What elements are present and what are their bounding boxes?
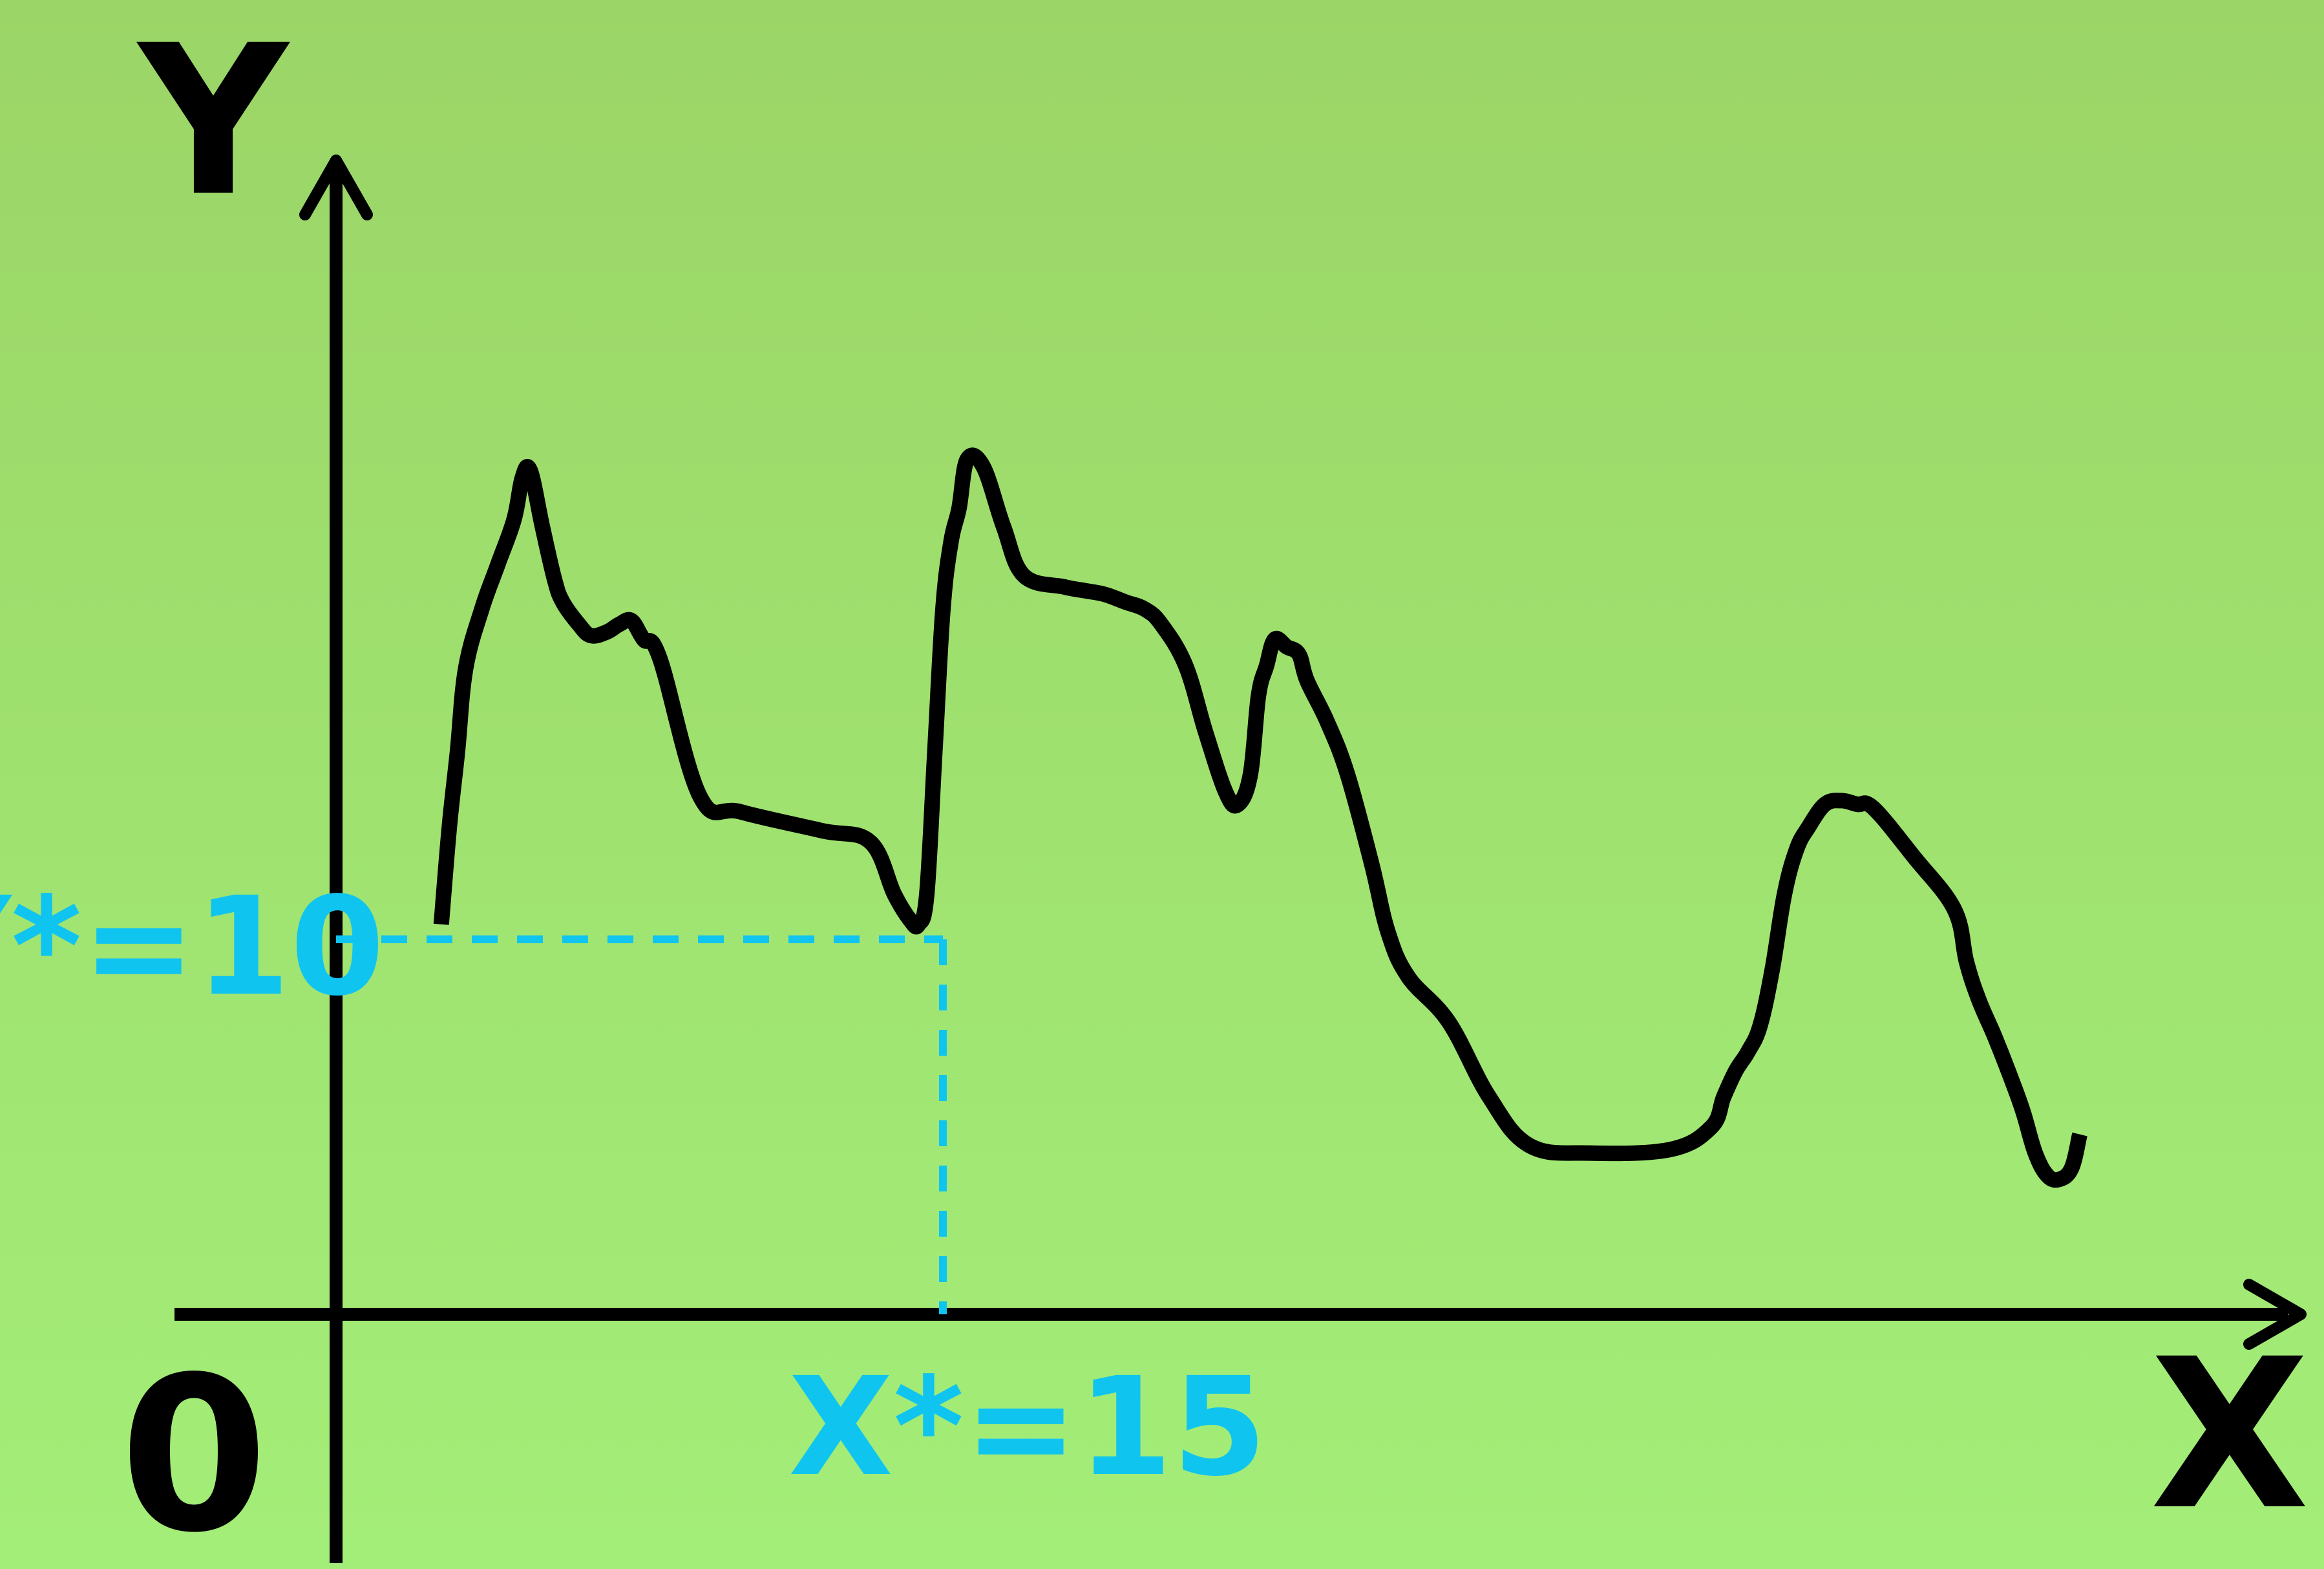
series-0-line — [433, 447, 2087, 1188]
x-axis-label: X — [2150, 1315, 2310, 1555]
origin-label: 0 — [120, 1331, 268, 1569]
y-axis-label: Y — [135, 1, 290, 242]
y-axis-arrowhead — [299, 155, 373, 220]
marker-x-value-label: X*=15 — [788, 1348, 1267, 1506]
marker-y-value-label: Y*=10 — [0, 868, 385, 1026]
x-axis-arrowhead — [2243, 1279, 2307, 1350]
